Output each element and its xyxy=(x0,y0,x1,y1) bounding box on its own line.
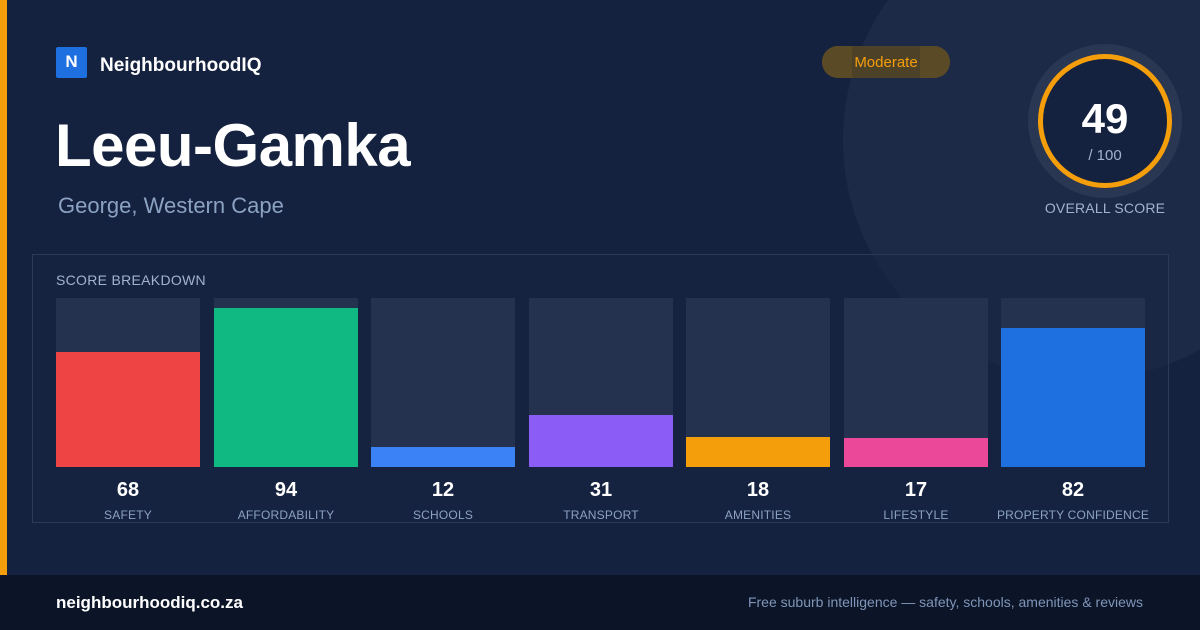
footer-url: neighbourhoodiq.co.za xyxy=(56,593,243,612)
bar-label: LIFESTYLE xyxy=(883,508,949,522)
bar-value: 82 xyxy=(1061,479,1085,501)
bar-value: 94 xyxy=(274,479,298,501)
breakdown-item-lifestyle: 17 LIFESTYLE xyxy=(844,298,988,522)
bar-value: 18 xyxy=(746,479,770,501)
brand: N NeighbourhoodIQ xyxy=(56,46,261,78)
breakdown-item-transport: 31 TRANSPORT xyxy=(529,298,673,522)
overall-score-caption: OVERALL SCORE xyxy=(1044,200,1166,216)
bar-track xyxy=(56,298,200,467)
breakdown-item-property-confidence: 82 PROPERTY CONFIDENCE xyxy=(997,298,1149,522)
bar-fill xyxy=(844,438,988,467)
bar-label: SAFETY xyxy=(104,508,152,522)
bar-track xyxy=(529,298,673,467)
bar-label: TRANSPORT xyxy=(563,508,639,522)
bar-fill xyxy=(371,447,515,467)
accent-strip xyxy=(0,0,7,575)
breakdown-title: SCORE BREAKDOWN xyxy=(56,272,206,288)
breakdown-item-schools: 12 SCHOOLS xyxy=(371,298,515,522)
brand-name: NeighbourhoodIQ xyxy=(100,55,262,76)
bar-value: 12 xyxy=(431,479,455,501)
bar-fill xyxy=(56,352,200,467)
bar-fill xyxy=(529,415,673,467)
bar-track xyxy=(214,298,358,467)
bar-label: AMENITIES xyxy=(724,508,792,522)
bar-label: PROPERTY CONFIDENCE xyxy=(996,508,1150,522)
footer: neighbourhoodiq.co.za Free suburb intell… xyxy=(0,575,1200,630)
suburb-title: Leeu-Gamka xyxy=(55,112,411,179)
overall-score-max: / 100 xyxy=(1088,147,1122,164)
bar-value: 68 xyxy=(116,479,140,501)
bar-track xyxy=(844,298,988,467)
bar-track xyxy=(1001,298,1145,467)
score-ring-progress: 49 / 100 xyxy=(1038,54,1172,188)
bar-value: 31 xyxy=(589,479,613,501)
breakdown-item-safety: 68 SAFETY xyxy=(56,298,200,522)
bar-fill xyxy=(214,308,358,467)
breakdown-item-affordability: 94 AFFORDABILITY xyxy=(214,298,358,522)
score-breakdown-panel: SCORE BREAKDOWN 68 SAFETY 94 AFFORDABILITY 1… xyxy=(32,254,1169,523)
overall-score-value: 49 xyxy=(1081,95,1129,142)
bar-value: 17 xyxy=(904,479,928,501)
rating-badge: Moderate xyxy=(822,46,950,78)
bar-label: AFFORDABILITY xyxy=(237,508,335,522)
rating-badge-label: Moderate xyxy=(854,53,918,71)
bar-fill xyxy=(1001,328,1145,467)
breakdown-item-amenities: 18 AMENITIES xyxy=(686,298,830,522)
bar-fill xyxy=(686,437,830,467)
bar-track xyxy=(371,298,515,467)
bar-track xyxy=(686,298,830,467)
brand-logo-icon: N xyxy=(56,46,87,78)
overall-score-ring: 49 / 100 xyxy=(1028,44,1182,198)
footer-tagline: Free suburb intelligence — safety, schoo… xyxy=(747,594,1143,610)
suburb-location: George, Western Cape xyxy=(58,193,284,218)
bar-label: SCHOOLS xyxy=(412,508,474,522)
